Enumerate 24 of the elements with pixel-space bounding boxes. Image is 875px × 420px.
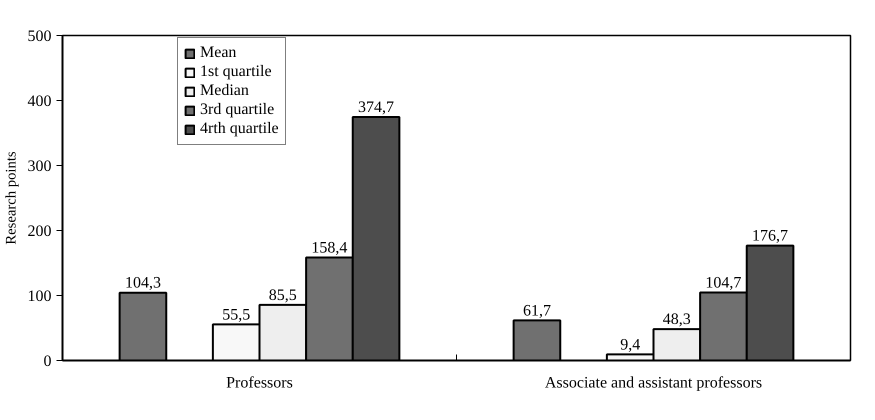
y-tick-label: 300 <box>28 158 52 175</box>
data-label: 61,7 <box>522 302 551 320</box>
data-label: 55,5 <box>222 306 250 324</box>
legend-label: 1st quartile <box>200 63 272 81</box>
y-tick-label: 200 <box>28 223 52 240</box>
y-tick-label: 400 <box>28 93 52 110</box>
legend-label: 4rth quartile <box>200 120 279 138</box>
data-label: 9,4 <box>620 336 640 354</box>
data-label: 48,3 <box>662 311 691 328</box>
data-label: 158,4 <box>311 240 348 257</box>
y-tick-label: 0 <box>44 353 52 370</box>
data-label: 176,7 <box>752 228 788 245</box>
data-label: 374,7 <box>358 98 394 116</box>
legend-label: Median <box>200 82 249 100</box>
x-tick-label: Associate and assistant professors <box>544 374 762 392</box>
data-label: 104,3 <box>124 274 161 292</box>
x-tick-label: Professors <box>226 374 293 392</box>
y-tick-label: 500 <box>28 28 52 45</box>
data-label: 104,7 <box>705 274 742 292</box>
y-tick-label: 100 <box>28 288 52 305</box>
y-axis-title: Research points <box>4 151 20 245</box>
legend-label: 3rd quartile <box>200 101 274 119</box>
legend-label: Mean <box>200 44 236 62</box>
data-label: 85,5 <box>268 286 297 304</box>
